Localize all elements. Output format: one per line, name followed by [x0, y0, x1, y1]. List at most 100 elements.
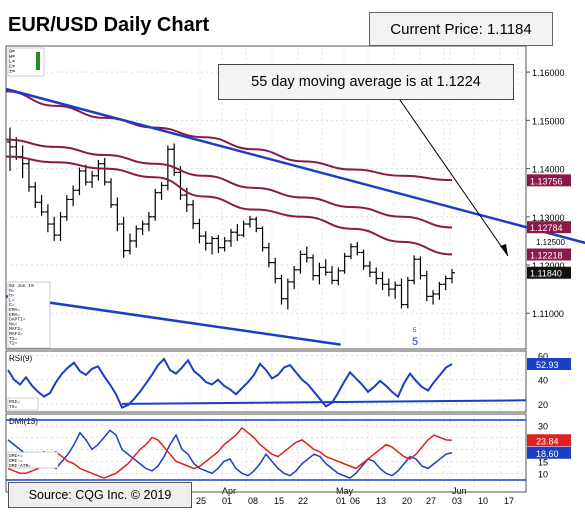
price-bar: [25, 158, 32, 192]
price-bar: [177, 166, 184, 200]
info-panel-lower-line: MAF3=: [9, 331, 23, 337]
info-panel-lower-line: H=: [9, 293, 15, 299]
price-bar: [215, 235, 222, 253]
info-panel-lower-line: MAF2=: [9, 326, 23, 332]
info-panel-lower-bg: [7, 281, 51, 349]
price-tick-label-minor: 1.12500: [536, 238, 565, 247]
dmi-tag-bg: [527, 434, 571, 447]
dmi-tag-label: 18.60: [536, 449, 559, 459]
date-tick-label: 27: [426, 496, 436, 506]
rsi-tick-label: 20: [538, 400, 548, 410]
dmi-plus-line: [7, 429, 453, 479]
info-panel-lower-line: L=: [9, 297, 15, 303]
info-panel-line: H=: [9, 54, 15, 60]
rsi-line: [7, 357, 453, 409]
price-bar: [246, 215, 253, 228]
callout-arrow: [399, 99, 509, 257]
date-tick-label: 01: [336, 496, 346, 506]
price-bar: [449, 268, 455, 284]
moving-average-line: [5, 138, 453, 229]
info-panel-lower-line: T1=: [9, 336, 18, 342]
price-bar: [265, 242, 272, 268]
price-bar: [272, 257, 279, 284]
price-bar: [354, 241, 361, 256]
price-bar: [442, 275, 449, 291]
price-bar: [278, 274, 285, 305]
price-bar: [259, 226, 266, 252]
info-panel-lower-line: 03 Jun 19: [9, 283, 34, 289]
price-tag: 1.11840: [527, 266, 571, 279]
info-panel-lower-line: T2=: [9, 341, 18, 347]
price-tag-label: 1.11840: [530, 269, 562, 279]
rsi-title: RSI(9): [9, 354, 32, 363]
price-bar: [347, 243, 354, 260]
date-tick-label: Apr: [222, 486, 236, 496]
dmi-tag: 23.84: [527, 434, 571, 447]
rsi-tick-label: 60: [538, 351, 548, 361]
price-bar: [316, 262, 323, 285]
price-bar: [379, 271, 386, 291]
price-bar: [423, 270, 430, 302]
dmi-tick-label: 10: [538, 469, 548, 479]
info-panel-lower-line: O=: [9, 288, 15, 294]
price-bar: [398, 278, 405, 309]
dmi-info-line: DMI-=: [9, 458, 23, 464]
moving-average-line: [5, 155, 453, 256]
price-bar: [82, 164, 89, 186]
info-panel-swatch: [36, 52, 40, 70]
price-bar: [196, 218, 203, 244]
info-panel-line: L=: [9, 59, 15, 65]
rsi-info-line: RSI=: [9, 399, 20, 405]
price-bar: [89, 170, 96, 188]
price-bar: [329, 265, 336, 285]
price-bar: [202, 231, 209, 251]
dmi-minus-line: [7, 426, 453, 479]
source-text: Source: CQG Inc. © 2019: [28, 488, 172, 502]
info-panel-line: C=: [9, 64, 15, 70]
price-bar: [76, 167, 83, 196]
date-tick-label: 20: [402, 496, 412, 506]
price-bar: [284, 278, 291, 310]
price-bar: [190, 199, 197, 229]
date-tick-label: 08: [248, 496, 258, 506]
page-title: EUR/USD Daily Chart: [8, 14, 210, 36]
price-bar: [404, 277, 411, 309]
price-bar: [95, 159, 102, 181]
price-bar: [385, 278, 392, 297]
source-box: Source: CQG Inc. © 2019: [8, 482, 192, 508]
price-bar: [51, 216, 58, 241]
info-panel-lower: 03 Jun 19O=H=L=C=EMA=EMA=DAPTI=MA=MAF2=M…: [7, 281, 51, 349]
date-tick-label: 03: [452, 496, 462, 506]
date-tick-label: 15: [274, 496, 284, 506]
price-tick-label: 1.14000: [532, 165, 565, 175]
price-bar: [335, 267, 342, 286]
price-bar: [139, 220, 146, 236]
dmi-title: DMI(13): [9, 417, 38, 426]
price-bar: [411, 255, 418, 285]
price-bar: [158, 182, 165, 200]
dmi-panel: [5, 413, 527, 493]
price-tick-label: 1.11000: [532, 309, 564, 319]
rsi-tag-label: 52.93: [536, 360, 559, 370]
price-bar: [322, 259, 329, 276]
callout-moving-average: 55 day moving average is at 1.1224: [218, 64, 514, 100]
price-bar: [114, 197, 121, 232]
price-bar: [57, 211, 64, 241]
dmi-info-line: DMI-ATR=: [9, 463, 31, 469]
price-bar: [171, 143, 178, 176]
price-bar: [240, 220, 247, 238]
price-bar: [108, 178, 115, 209]
price-bar: [373, 267, 380, 285]
price-tag-bg: [527, 221, 571, 234]
price-tick-label: 1.15000: [532, 116, 565, 126]
price-tick-label: 1.12000: [532, 261, 565, 271]
price-bar: [291, 265, 298, 290]
price-bar: [297, 250, 304, 274]
dmi-info-bg: [7, 451, 59, 469]
dmi-tick-label: 15: [538, 457, 548, 467]
date-tick-label: 13: [376, 496, 386, 506]
dmi-tick-label: 30: [538, 422, 548, 432]
price-bar: [209, 236, 216, 255]
info-panel-lower-line: MA=: [9, 321, 18, 327]
rsi-tag: 52.93: [527, 357, 571, 370]
